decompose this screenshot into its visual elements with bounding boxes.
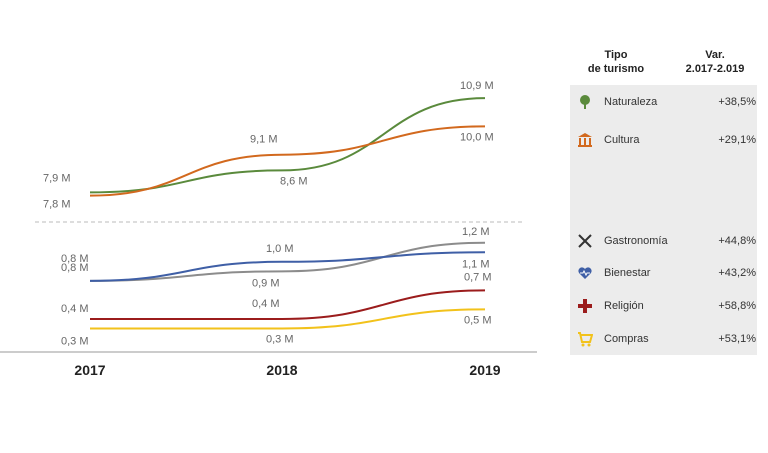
legend-header-var: Var. 2.017-2.019 [672,48,758,76]
legend-name: Religión [604,300,644,312]
data-label: 0,3 M [266,333,294,345]
data-label: 0,9 M [252,277,280,289]
legend-panel [570,85,757,355]
cutlery-icon [576,232,594,250]
legend-name: Cultura [604,134,640,146]
data-label: 0,7 M [464,271,492,283]
legend-var: +53,1% [718,333,756,345]
legend-row-compras: Compras +53,1% [576,329,762,349]
legend-var: +44,8% [718,235,756,247]
legend-row-bienestar: Bienestar +43,2% [576,263,762,283]
tree-icon [576,93,594,111]
data-label: 8,6 M [280,175,308,187]
legend-header-type-line2: de turismo [587,63,645,75]
legend-name: Naturaleza [604,96,658,108]
series-line-compras [89,308,486,330]
legend-row-naturaleza: Naturaleza +38,5% [576,92,762,112]
series-line-religión [90,289,486,320]
data-label: 9,1 M [250,134,278,146]
legend-header-type: Tipo de turismo [576,48,656,76]
data-label: 1,1 M [462,258,490,270]
legend-name: Bienestar [604,267,651,279]
legend-row-gastronomia: Gastronomía +44,8% [576,231,762,251]
legend-var: +38,5% [718,96,756,108]
legend-row-religion: Religión +58,8% [576,296,762,316]
data-label: 0,8 M [61,262,89,274]
legend-var: +58,8% [718,300,756,312]
data-label: 1,0 M [266,243,294,255]
data-label: 0,5 M [464,314,492,326]
data-label: 7,9 M [43,172,71,184]
data-label: 0,4 M [252,298,280,310]
data-label: 0,4 M [61,303,89,315]
legend-name: Compras [604,333,649,345]
heart-pulse-icon [576,264,594,282]
data-label: 0,8 M [61,253,89,265]
series-line-gastronomía [89,241,486,282]
monument-icon [576,131,594,149]
series-line-bienestar [89,251,486,282]
data-label: 10,0 M [460,131,494,143]
legend-header-var-line2: 2.017-2.019 [685,63,745,75]
legend-var: +43,2% [718,267,756,279]
cart-icon [576,330,594,348]
cross-icon [576,297,594,315]
series-line-naturaleza [89,97,486,194]
legend-header-type-line1: Tipo [604,49,628,61]
x-tick-label: 2019 [469,362,500,378]
data-label: 0,3 M [61,335,89,347]
legend-row-cultura: Cultura +29,1% [576,130,762,150]
data-label: 7,8 M [43,199,71,211]
tourism-line-chart: 7,9 M 8,6 M 10,9 M 7,8 M 9,1 M 10,0 M 0,8 M 0,9… [0,80,537,378]
legend-name: Gastronomía [604,235,668,247]
data-label: 10,9 M [460,80,494,92]
x-tick-label: 2018 [266,362,297,378]
x-tick-label: 2017 [74,362,105,378]
data-label: 1,2 M [462,226,490,238]
legend-header-var-line1: Var. [705,49,725,61]
series-line-cultura [89,125,486,197]
legend-var: +29,1% [718,134,756,146]
